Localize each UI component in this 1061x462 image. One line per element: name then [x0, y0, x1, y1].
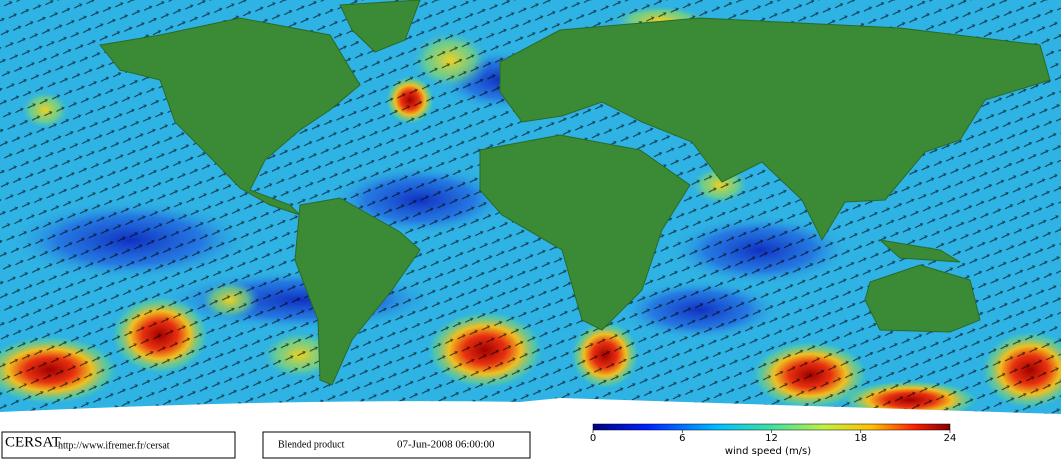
timestamp: 07-Jun-2008 06:00:00	[397, 439, 495, 451]
colorbar-tick-label: 24	[944, 433, 957, 444]
indonesia	[878, 239, 961, 263]
colorbar-label: wind speed (m/s)	[725, 446, 811, 457]
product-box	[262, 431, 531, 459]
australia	[864, 264, 981, 333]
product: Blended product	[278, 439, 345, 450]
credit-box	[1, 431, 236, 459]
north-america	[99, 17, 361, 216]
footer: CERSAT http://www.ifremer.fr/cersat Blen…	[1, 423, 951, 459]
url: http://www.ifremer.fr/cersat	[58, 440, 170, 451]
colorbar-tick-label: 18	[854, 433, 867, 444]
colorbar-tick-label: 0	[590, 433, 596, 444]
eurasia	[499, 17, 1051, 242]
colorbar	[592, 423, 951, 431]
colorbar-tick-label: 12	[765, 433, 778, 444]
greenland	[339, 0, 421, 53]
logo: CERSAT	[5, 434, 61, 450]
land	[99, 0, 1051, 386]
africa	[479, 134, 691, 331]
south-america	[294, 197, 421, 386]
colorbar-tick-label: 6	[679, 433, 685, 444]
